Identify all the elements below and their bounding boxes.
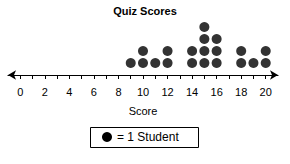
svg-text:4: 4 bbox=[66, 86, 72, 98]
svg-text:Score: Score bbox=[129, 105, 158, 117]
svg-text:20: 20 bbox=[260, 86, 272, 98]
svg-text:2: 2 bbox=[42, 86, 48, 98]
svg-text:16: 16 bbox=[211, 86, 223, 98]
svg-text:0: 0 bbox=[17, 86, 23, 98]
svg-text:14: 14 bbox=[186, 86, 198, 98]
svg-text:8: 8 bbox=[115, 86, 121, 98]
svg-text:6: 6 bbox=[91, 86, 97, 98]
svg-text:18: 18 bbox=[235, 86, 247, 98]
svg-text:Quiz Scores: Quiz Scores bbox=[113, 5, 177, 17]
svg-text:= 1 Student: = 1 Student bbox=[117, 130, 179, 144]
svg-text:10: 10 bbox=[137, 86, 149, 98]
svg-text:12: 12 bbox=[161, 86, 173, 98]
